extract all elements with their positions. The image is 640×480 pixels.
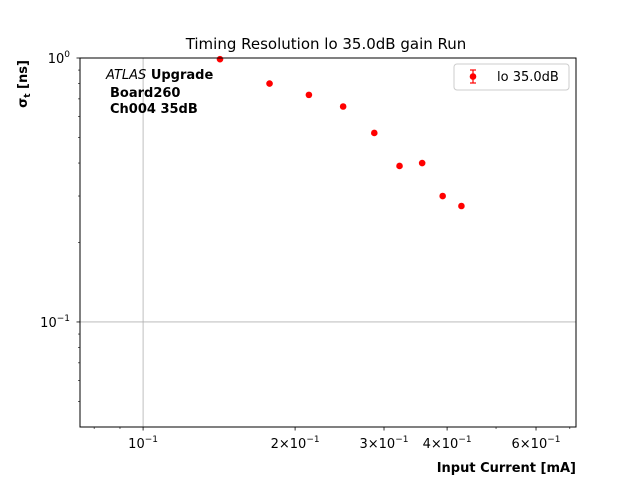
x-tick-label-base: 4×10 <box>423 437 459 452</box>
x-tick-label: 4×10−1 <box>423 435 472 452</box>
x-tick-label-base: 3×10 <box>360 437 396 452</box>
data-point <box>370 129 378 137</box>
data-point <box>439 192 446 200</box>
x-tick-label: 2×10−1 <box>271 435 320 452</box>
y-axis-label-base: σ <box>16 98 31 108</box>
x-tick-label-exponent: −1 <box>306 435 319 445</box>
x-tick-labels: 10−1 2×10−1 3×10−1 4×10−1 6×10−1 <box>128 435 560 452</box>
y-axis-label-unit: [ns] <box>16 60 31 93</box>
y-tick-label-base: 10 <box>40 316 57 331</box>
annotation-upgrade: Upgrade <box>151 68 214 83</box>
plot-area <box>76 55 577 431</box>
x-tick-label-exponent: −1 <box>395 435 408 445</box>
y-tick-label: 10−1 <box>40 314 70 331</box>
annotation-channel: Ch004 35dB <box>110 102 198 117</box>
y-tick-label-base: 10 <box>48 52 65 67</box>
grid-lines <box>80 58 576 427</box>
y-axis-label-subscript: t <box>23 93 33 98</box>
chart-title: Timing Resolution lo 35.0dB gain Run <box>185 35 467 53</box>
y-axis-label: σt [ns] <box>16 60 33 108</box>
x-tick-label: 6×10−1 <box>512 435 561 452</box>
annotation-line-1: ATLAS Upgrade <box>105 68 213 83</box>
x-tick-label-exponent: −1 <box>547 435 560 445</box>
legend-box <box>453 63 570 91</box>
x-tick-label-exponent: −1 <box>458 435 471 445</box>
data-point <box>266 80 273 87</box>
x-tick-label-base: 2×10 <box>271 437 307 452</box>
data-point <box>458 202 465 210</box>
y-tick-label: 100 <box>48 50 71 67</box>
x-tick-label-base: 6×10 <box>512 437 548 452</box>
data-point <box>396 162 403 170</box>
legend: lo 35.0dB <box>453 63 570 91</box>
x-tick-label: 10−1 <box>128 435 158 452</box>
plot-frame <box>79 57 577 428</box>
data-point <box>339 103 347 110</box>
data-point <box>418 159 426 167</box>
annotation-board: Board260 <box>110 86 180 101</box>
legend-label: lo 35.0dB <box>497 70 559 85</box>
legend-marker <box>469 73 477 80</box>
x-tick-label-base: 10 <box>128 437 145 452</box>
x-tick-label-exponent: −1 <box>145 435 158 445</box>
x-tick-label: 3×10−1 <box>360 435 409 452</box>
annotation-atlas: ATLAS <box>105 68 146 83</box>
major-ticks <box>76 57 537 431</box>
atlas-annotation: ATLAS Upgrade Board260 Ch004 35dB <box>105 68 213 117</box>
data-point <box>216 55 224 63</box>
y-tick-label-exponent: 0 <box>64 50 70 60</box>
y-tick-label-exponent: −1 <box>57 314 70 324</box>
x-axis-label: Input Current [mA] <box>437 461 576 476</box>
data-point <box>305 91 313 99</box>
